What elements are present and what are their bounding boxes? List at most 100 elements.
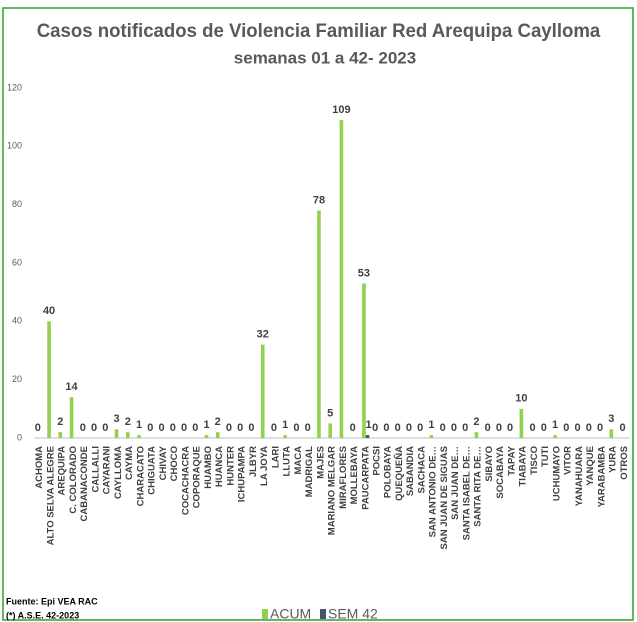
x-tick-label: JLBYR <box>248 446 259 477</box>
x-tick-label: C. COLORADO <box>68 446 79 514</box>
x-tick-label: HUAMBO <box>203 446 214 489</box>
bar <box>215 432 220 438</box>
y-tick-label: 80 <box>12 199 22 209</box>
x-tick-label: SAN JUAN DE… <box>450 446 461 520</box>
x-tick-label: MOLLEBAYA <box>349 446 360 505</box>
data-label: 0 <box>305 422 311 434</box>
bar <box>114 429 119 438</box>
data-label: 0 <box>293 422 299 434</box>
x-tick-label: ACHOMA <box>34 446 45 489</box>
x-tick-label: MIRAFLORES <box>338 446 349 509</box>
y-tick-label: 0 <box>17 432 22 442</box>
bar <box>260 344 265 438</box>
x-tick-label: CAYMA <box>124 446 135 480</box>
x-tick-label: CHOCO <box>169 446 180 481</box>
x-tick-label: SANTA ISABEL DE… <box>461 446 472 540</box>
y-tick-label: 120 <box>7 82 22 92</box>
data-label: 0 <box>170 422 176 434</box>
data-label: 0 <box>271 422 277 434</box>
y-tick-label: 100 <box>7 141 22 151</box>
x-tick-label: ALTO SELVA ALEGRE <box>45 446 56 545</box>
data-label: 1 <box>203 419 209 431</box>
data-label: 0 <box>102 422 108 434</box>
x-tick-label: LA JOYA <box>259 446 270 486</box>
bar <box>204 435 209 438</box>
data-label: 1 <box>136 419 142 431</box>
source-note: (*) A.S.E. 42-2023 <box>6 610 79 620</box>
x-tick-label: PAUCARPATA <box>360 446 371 510</box>
x-tick-label: LARI <box>270 446 281 468</box>
legend-label: ACUM <box>270 606 311 622</box>
bar <box>283 435 288 438</box>
data-label: 40 <box>43 305 55 317</box>
x-tick-label: HUANCA <box>214 446 225 487</box>
data-label: 2 <box>473 416 479 428</box>
bar <box>69 397 74 438</box>
x-tick-label: TISCO <box>529 446 540 475</box>
data-label: 0 <box>462 422 468 434</box>
x-tick-label: QUEQUEÑA <box>394 446 405 501</box>
data-label: 0 <box>440 422 446 434</box>
data-label: 0 <box>395 422 401 434</box>
x-tick-label: POCSI <box>371 446 382 476</box>
data-label: 2 <box>125 416 131 428</box>
x-tick-label: CALLALLI <box>90 446 101 492</box>
bar <box>328 423 332 438</box>
data-label: 0 <box>350 422 356 434</box>
data-label: 53 <box>358 267 370 279</box>
data-label: 0 <box>620 422 626 434</box>
x-tick-label: YANQUE <box>585 446 596 486</box>
data-label: 0 <box>192 422 198 434</box>
x-tick-label: CHIVAY <box>158 445 169 480</box>
bar <box>553 435 557 438</box>
x-tick-label: SAN JUAN DE SIGUAS <box>439 446 450 549</box>
data-label: 3 <box>113 413 119 425</box>
x-tick-label: SIBAYO <box>484 446 495 482</box>
data-label: 0 <box>507 422 513 434</box>
x-tick-label: MADRIGAL <box>304 446 315 497</box>
x-tick-label: SOCABAYA <box>495 446 506 499</box>
chart-title: Casos notificados de Violencia Familiar … <box>37 20 601 41</box>
data-label: 0 <box>575 422 581 434</box>
x-tick-label: COCACHACRA <box>180 446 191 515</box>
x-tick-label: OTROS <box>619 446 630 480</box>
data-label: 0 <box>530 422 536 434</box>
x-tick-label: CHIGUATA <box>147 446 158 495</box>
x-tick-label: CAYARANI <box>102 446 113 494</box>
data-label: 0 <box>372 422 378 434</box>
x-tick-label: LLUTA <box>282 446 293 477</box>
bar <box>47 321 51 438</box>
data-label: 14 <box>65 381 78 393</box>
x-tick-label: TAPAY <box>506 445 517 476</box>
data-label: 10 <box>515 393 527 405</box>
x-tick-label: SACHACA <box>416 446 427 494</box>
bar <box>339 120 344 438</box>
data-label: 0 <box>451 422 457 434</box>
legend-swatch <box>320 609 326 619</box>
x-tick-label: HUNTER <box>225 446 236 486</box>
data-label: 78 <box>313 194 325 206</box>
data-label: 0 <box>147 422 153 434</box>
data-label: 32 <box>257 329 269 341</box>
bar <box>519 408 524 438</box>
data-label: 0 <box>417 422 423 434</box>
legend-swatch <box>262 609 268 619</box>
x-tick-label: VITOR <box>563 446 574 475</box>
x-tick-label: ICHUPAMPA <box>237 446 248 502</box>
x-tick-label: CABANACONDE <box>79 446 90 521</box>
bar <box>429 435 434 438</box>
source-note: Fuente: Epi VEA RAC <box>6 596 98 606</box>
x-tick-label: SANTA RITA DE… <box>473 446 484 527</box>
chart-subtitle: semanas 01 a 42- 2023 <box>234 48 416 67</box>
x-tick-label: YURA <box>608 446 619 473</box>
data-label: 0 <box>597 422 603 434</box>
data-label: 0 <box>383 422 389 434</box>
y-tick-label: 40 <box>12 316 22 326</box>
x-tick-label: COPORAQUE <box>192 446 203 508</box>
x-tick-label: POLOBAYA <box>383 446 394 498</box>
x-tick-label: AREQUIPA <box>57 446 68 496</box>
bar <box>58 432 63 438</box>
bar <box>125 432 130 438</box>
data-label: 3 <box>608 413 614 425</box>
bar <box>317 210 321 438</box>
